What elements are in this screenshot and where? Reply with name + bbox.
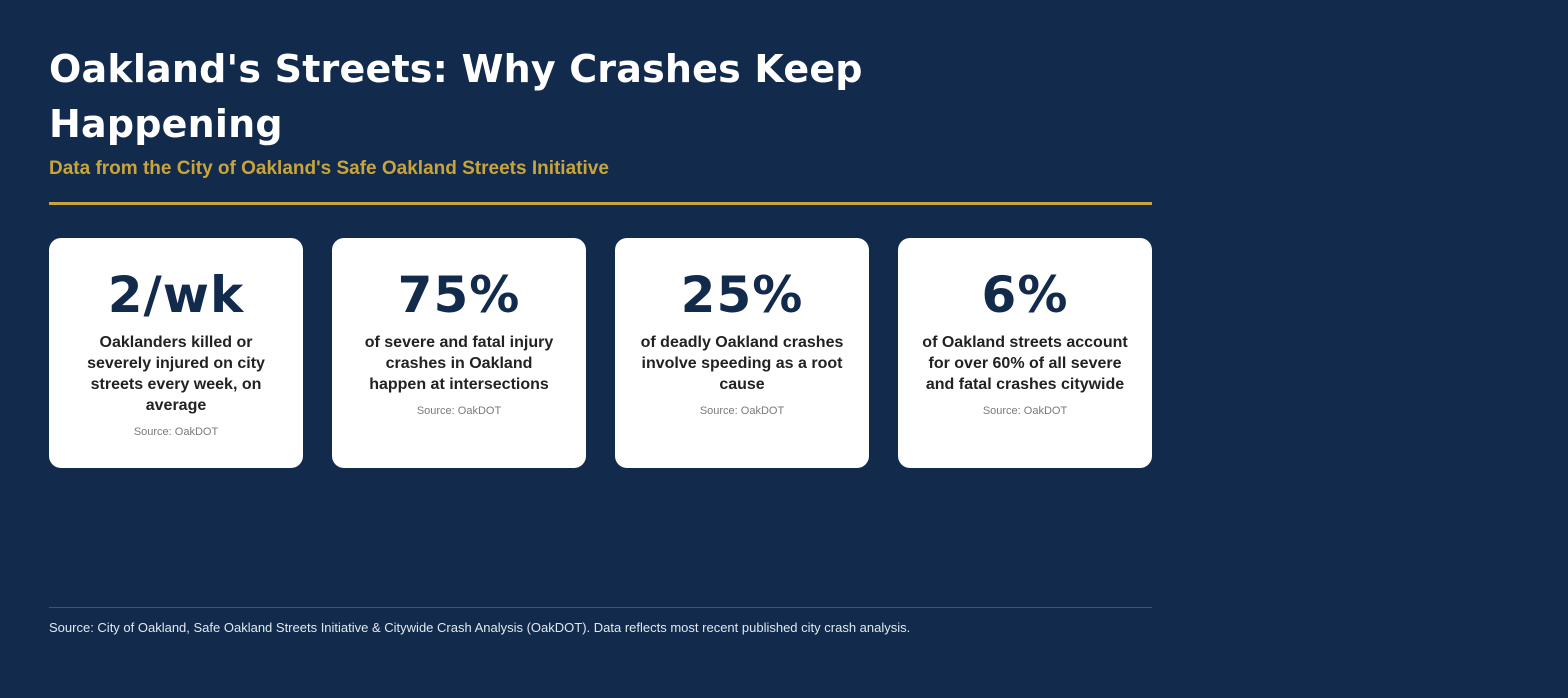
- footer-divider: [49, 607, 1152, 608]
- stat-value: 2/wk: [107, 266, 245, 324]
- stat-cards: 2/wk Oaklanders killed or severely injur…: [49, 238, 1152, 468]
- page-subtitle: Data from the City of Oakland's Safe Oak…: [49, 158, 609, 179]
- stat-card-killed-injured: 2/wk Oaklanders killed or severely injur…: [49, 238, 303, 468]
- infographic: Oakland's Streets: Why Crashes Keep Happ…: [49, 0, 1152, 698]
- stat-source: Source: OakDOT: [982, 405, 1068, 417]
- title-divider: [49, 202, 1152, 205]
- stat-card-intersections: 75% of severe and fatal injury crashes i…: [332, 238, 586, 468]
- stat-value: 75%: [397, 266, 521, 324]
- stat-value: 25%: [680, 266, 804, 324]
- page-title: Oakland's Streets: Why Crashes Keep Happ…: [49, 47, 863, 146]
- stat-description: of severe and fatal injury crashes in Oa…: [364, 334, 554, 393]
- stat-source: Source: OakDOT: [699, 405, 785, 417]
- stat-value: 6%: [981, 266, 1069, 324]
- stat-description: Oaklanders killed or severely injured on…: [87, 334, 265, 414]
- stat-source: Source: OakDOT: [133, 426, 219, 438]
- stat-description: of Oakland streets account for over 60% …: [922, 334, 1128, 393]
- stat-description: of deadly Oakland crashes involve speedi…: [640, 334, 844, 393]
- footer-source: Source: City of Oakland, Safe Oakland St…: [49, 620, 911, 635]
- stat-card-high-injury-streets: 6% of Oakland streets account for over 6…: [898, 238, 1152, 468]
- stat-card-speeding: 25% of deadly Oakland crashes involve sp…: [615, 238, 869, 468]
- stat-source: Source: OakDOT: [416, 405, 502, 417]
